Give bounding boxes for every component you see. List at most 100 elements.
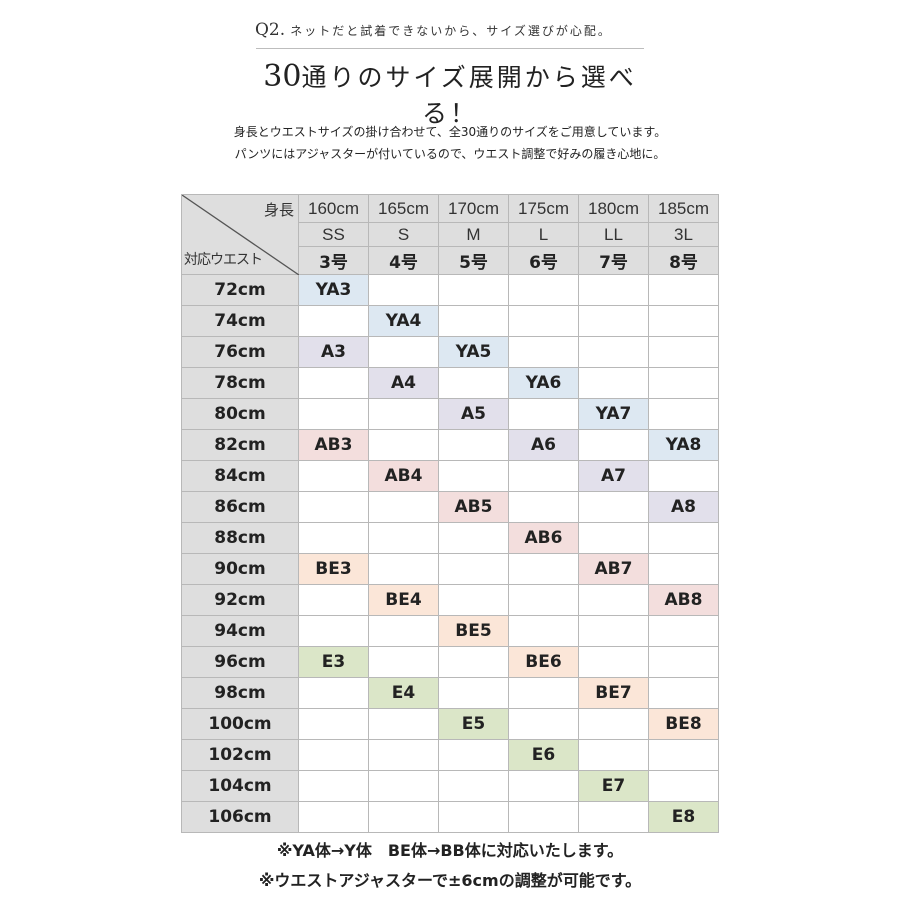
empty-cell	[508, 274, 579, 306]
waist-label: 104cm	[181, 770, 299, 802]
size-cell: YA4	[368, 305, 439, 337]
size-cell: A3	[298, 336, 369, 368]
header-height: 170cm	[438, 194, 509, 223]
empty-cell	[438, 739, 509, 771]
size-cell: A8	[648, 491, 719, 523]
header-letter-size: SS	[298, 222, 369, 247]
empty-cell	[508, 491, 579, 523]
empty-cell	[648, 305, 719, 337]
empty-cell	[438, 460, 509, 492]
header-letter-size: LL	[578, 222, 649, 247]
size-cell: AB3	[298, 429, 369, 461]
empty-cell	[648, 615, 719, 647]
empty-cell	[368, 739, 439, 771]
empty-cell	[508, 398, 579, 430]
size-cell: YA3	[298, 274, 369, 306]
empty-cell	[578, 615, 649, 647]
size-cell: AB8	[648, 584, 719, 616]
header-height: 175cm	[508, 194, 579, 223]
size-cell: BE4	[368, 584, 439, 616]
waist-label: 92cm	[181, 584, 299, 616]
empty-cell	[648, 739, 719, 771]
waist-label: 90cm	[181, 553, 299, 585]
table-row: 96cm E3 BE6	[181, 646, 719, 678]
waist-label: 76cm	[181, 336, 299, 368]
table-row: 78cm A4 YA6	[181, 367, 719, 399]
empty-cell	[438, 522, 509, 554]
size-cell: E8	[648, 801, 719, 833]
header-number-size: 5号	[438, 246, 509, 275]
empty-cell	[438, 584, 509, 616]
empty-cell	[648, 646, 719, 678]
empty-cell	[578, 429, 649, 461]
header-row-letter-sizes: SS S M L LL 3L	[182, 222, 719, 247]
empty-cell	[508, 708, 579, 740]
empty-cell	[438, 801, 509, 833]
size-chart-table: 身長 対応ウエスト 160cm 165cm 170cm 175cm 180cm …	[181, 194, 719, 833]
empty-cell	[298, 770, 369, 802]
empty-cell	[578, 584, 649, 616]
header-letter-size: S	[368, 222, 439, 247]
empty-cell	[438, 677, 509, 709]
table-row: 92cm BE4 AB8	[181, 584, 719, 616]
waist-label: 96cm	[181, 646, 299, 678]
empty-cell	[508, 770, 579, 802]
header-row-heights: 身長 対応ウエスト 160cm 165cm 170cm 175cm 180cm …	[181, 194, 719, 275]
empty-cell	[438, 770, 509, 802]
header-height: 180cm	[578, 194, 649, 223]
empty-cell	[298, 801, 369, 833]
size-cell: BE5	[438, 615, 509, 647]
size-cell: E7	[578, 770, 649, 802]
empty-cell	[648, 553, 719, 585]
waist-label: 86cm	[181, 491, 299, 523]
size-cell: AB5	[438, 491, 509, 523]
size-cell: BE6	[508, 646, 579, 678]
empty-cell	[578, 801, 649, 833]
size-cell: YA6	[508, 367, 579, 399]
description: 身長とウエストサイズの掛け合わせて、全30通りのサイズをご用意しています。 パン…	[200, 121, 700, 165]
empty-cell	[578, 522, 649, 554]
empty-cell	[438, 646, 509, 678]
description-line-1: 身長とウエストサイズの掛け合わせて、全30通りのサイズをご用意しています。	[233, 125, 667, 139]
note-adjuster: ※ウエストアジャスターで±6cmの調整が可能です。	[258, 871, 642, 890]
size-cell: BE8	[648, 708, 719, 740]
empty-cell	[578, 305, 649, 337]
empty-cell	[508, 553, 579, 585]
header-letter-size: M	[438, 222, 509, 247]
empty-cell	[438, 553, 509, 585]
empty-cell	[298, 739, 369, 771]
header-height: 160cm	[298, 194, 369, 223]
waist-label: 94cm	[181, 615, 299, 647]
empty-cell	[298, 460, 369, 492]
empty-cell	[368, 274, 439, 306]
table-row: 74cm YA4	[181, 305, 719, 337]
waist-label: 80cm	[181, 398, 299, 430]
empty-cell	[508, 460, 579, 492]
header-row-number-sizes: 3号 4号 5号 6号 7号 8号	[182, 246, 719, 275]
headline: 30通りのサイズ展開から選べる！	[250, 58, 650, 130]
empty-cell	[648, 770, 719, 802]
size-cell: YA7	[578, 398, 649, 430]
empty-cell	[438, 429, 509, 461]
empty-cell	[368, 398, 439, 430]
diagonal-line-icon	[182, 195, 299, 275]
size-cell: E3	[298, 646, 369, 678]
waist-label: 98cm	[181, 677, 299, 709]
headline-text: 通りのサイズ展開から選べる！	[301, 63, 637, 128]
description-line-2: パンツにはアジャスターが付いているので、ウエスト調整で好みの履き心地に。	[234, 147, 666, 161]
empty-cell	[648, 522, 719, 554]
empty-cell	[508, 615, 579, 647]
table-row: 72cm YA3	[181, 274, 719, 306]
empty-cell	[298, 522, 369, 554]
note-body-type: ※YA体→Y体 BE体→BB体に対応いたします。	[276, 841, 624, 860]
table-row: 88cm AB6	[181, 522, 719, 554]
waist-label: 74cm	[181, 305, 299, 337]
table-row: 84cm AB4 A7	[181, 460, 719, 492]
waist-label: 72cm	[181, 274, 299, 306]
empty-cell	[578, 336, 649, 368]
table-row: 76cm A3 YA5	[181, 336, 719, 368]
table-row: 94cm BE5	[181, 615, 719, 647]
waist-label: 84cm	[181, 460, 299, 492]
empty-cell	[648, 460, 719, 492]
header-number-size: 4号	[368, 246, 439, 275]
